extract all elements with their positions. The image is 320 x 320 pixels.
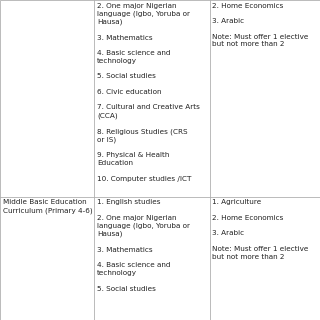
Text: 2. Home Economics

3. Arabic

Note: Must offer 1 elective
but not more than 2: 2. Home Economics 3. Arabic Note: Must o…	[212, 3, 308, 47]
Bar	[210, 0, 320, 197]
Text: 2. One major Nigerian
language (Igbo, Yoruba or
Hausa)

3. Mathematics

4. Basic: 2. One major Nigerian language (Igbo, Yo…	[97, 3, 200, 181]
Bar	[94, 0, 210, 197]
Bar	[0, 0, 94, 197]
Text: 1. English studies

2. One major Nigerian
language (Igbo, Yoruba or
Hausa)

3. M: 1. English studies 2. One major Nigerian…	[97, 199, 190, 292]
Text: Middle Basic Education
Curriculum (Primary 4-6): Middle Basic Education Curriculum (Prima…	[3, 199, 92, 214]
Text: 1. Agriculture

2. Home Economics

3. Arabic

Note: Must offer 1 elective
but no: 1. Agriculture 2. Home Economics 3. Arab…	[212, 199, 308, 260]
